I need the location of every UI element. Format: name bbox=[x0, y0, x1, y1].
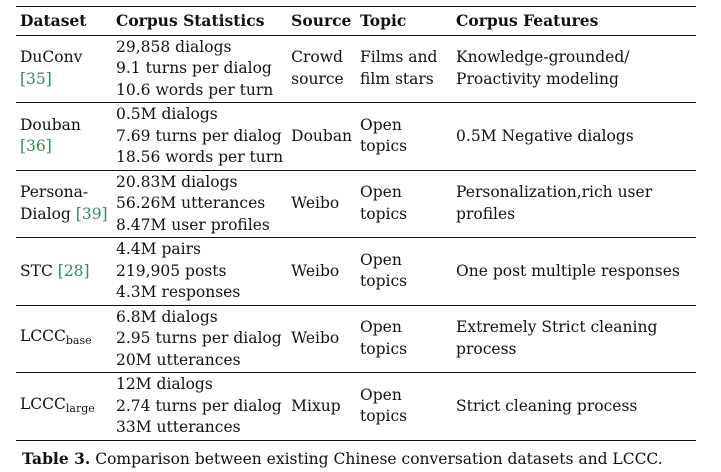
citation-link[interactable]: [36] bbox=[20, 137, 52, 156]
statistic: 8.47M user profiles bbox=[116, 215, 270, 234]
cell-features: Strict cleaning process bbox=[452, 372, 696, 441]
cell-statistics: 12M dialogs 2.74 turns per dialog 33M ut… bbox=[112, 372, 288, 441]
cell-dataset: DuConv [35] bbox=[16, 35, 112, 103]
cell-topic: Open topics bbox=[356, 102, 453, 171]
statistic: 9.1 turns per dialog bbox=[116, 59, 272, 77]
header-source: Source bbox=[287, 6, 357, 36]
caption-text: Comparison between existing Chinese conv… bbox=[95, 450, 663, 468]
cell-topic: Open topics bbox=[356, 372, 453, 441]
statistic: 219,905 posts bbox=[116, 261, 227, 280]
cell-dataset: LCCClarge bbox=[16, 372, 112, 441]
dataset-subscript: base bbox=[65, 334, 92, 347]
comparison-table: Dataset Corpus Statistics Source Topic C… bbox=[16, 6, 696, 441]
header-corpus-statistics: Corpus Statistics bbox=[112, 6, 288, 36]
table-row: LCCClarge 12M dialogs 2.74 turns per dia… bbox=[16, 372, 696, 441]
cell-source: Douban bbox=[287, 102, 357, 171]
header-corpus-features: Corpus Features bbox=[452, 6, 696, 36]
cell-statistics: 29,858 dialogs 9.1 turns per dialog 10.6… bbox=[112, 35, 288, 103]
cell-source: Weibo bbox=[287, 305, 357, 373]
cell-dataset: Douban [36] bbox=[16, 102, 112, 171]
statistic: 18.56 words per turn bbox=[116, 148, 284, 166]
cell-topic: Open topics bbox=[356, 237, 453, 306]
statistic: 6.8M dialogs bbox=[116, 307, 218, 326]
table-row: Douban [36] 0.5M dialogs 7.69 turns per … bbox=[16, 102, 696, 171]
statistic: 7.69 turns per dialog bbox=[116, 126, 282, 145]
table-header-row: Dataset Corpus Statistics Source Topic C… bbox=[16, 6, 696, 36]
table-row: Persona-Dialog [39] 20.83M dialogs 56.26… bbox=[16, 170, 696, 238]
statistic: 0.5M dialogs bbox=[116, 105, 218, 123]
cell-features: 0.5M Negative dialogs bbox=[452, 102, 696, 171]
cell-features: One post multiple responses bbox=[452, 237, 696, 306]
statistic: 56.26M utterances bbox=[116, 194, 266, 212]
citation-link[interactable]: [28] bbox=[57, 261, 90, 280]
dataset-name: Persona-Dialog bbox=[20, 183, 89, 223]
table-container: Dataset Corpus Statistics Source Topic C… bbox=[16, 6, 706, 441]
statistic: 4.4M pairs bbox=[116, 240, 201, 258]
dataset-name: STC bbox=[20, 261, 53, 280]
cell-features: Personalization,rich user profiles bbox=[452, 170, 696, 238]
table-row: DuConv [35] 29,858 dialogs 9.1 turns per… bbox=[16, 35, 696, 103]
dataset-name: Douban bbox=[20, 115, 81, 134]
statistic: 29,858 dialogs bbox=[116, 37, 232, 56]
cell-source: Crowd source bbox=[287, 35, 357, 103]
header-topic: Topic bbox=[356, 6, 453, 36]
dataset-name: LCCC bbox=[20, 327, 66, 345]
dataset-name: LCCC bbox=[20, 394, 66, 413]
cell-source: Weibo bbox=[287, 170, 357, 238]
cell-dataset: Persona-Dialog [39] bbox=[16, 170, 112, 238]
statistic: 20M utterances bbox=[116, 350, 241, 369]
cell-source: Weibo bbox=[287, 237, 357, 306]
cell-source: Mixup bbox=[287, 372, 357, 441]
citation-link[interactable]: [35] bbox=[20, 69, 52, 88]
caption-label: Table 3. bbox=[22, 449, 91, 468]
cell-features: Extremely Strict cleaning process bbox=[452, 305, 696, 373]
cell-features: Knowledge-grounded/ Proactivity modeling bbox=[452, 35, 696, 103]
cell-statistics: 20.83M dialogs 56.26M utterances 8.47M u… bbox=[112, 170, 288, 238]
statistic: 10.6 words per turn bbox=[116, 80, 274, 99]
dataset-name: DuConv bbox=[20, 48, 83, 67]
statistic: 4.3M responses bbox=[116, 283, 241, 301]
cell-topic: Open topics bbox=[356, 170, 453, 238]
cell-topic: Films and film stars bbox=[356, 35, 453, 103]
table-caption: Table 3. Comparison between existing Chi… bbox=[22, 449, 712, 468]
statistic: 12M dialogs bbox=[116, 375, 213, 393]
statistic: 33M utterances bbox=[116, 418, 241, 436]
citation-link[interactable]: [39] bbox=[75, 204, 108, 223]
cell-statistics: 6.8M dialogs 2.95 turns per dialog 20M u… bbox=[112, 305, 288, 373]
cell-statistics: 4.4M pairs 219,905 posts 4.3M responses bbox=[112, 237, 288, 306]
statistic: 20.83M dialogs bbox=[116, 172, 238, 191]
table-row: STC [28] 4.4M pairs 219,905 posts 4.3M r… bbox=[16, 237, 696, 306]
dataset-subscript: large bbox=[65, 401, 95, 415]
table-row: LCCCbase 6.8M dialogs 2.95 turns per dia… bbox=[16, 305, 696, 373]
cell-topic: Open topics bbox=[356, 305, 453, 373]
cell-statistics: 0.5M dialogs 7.69 turns per dialog 18.56… bbox=[112, 102, 288, 171]
cell-dataset: STC [28] bbox=[16, 237, 112, 306]
statistic: 2.74 turns per dialog bbox=[116, 396, 282, 415]
cell-dataset: LCCCbase bbox=[16, 305, 112, 373]
header-dataset: Dataset bbox=[16, 6, 112, 36]
statistic: 2.95 turns per dialog bbox=[116, 329, 282, 347]
